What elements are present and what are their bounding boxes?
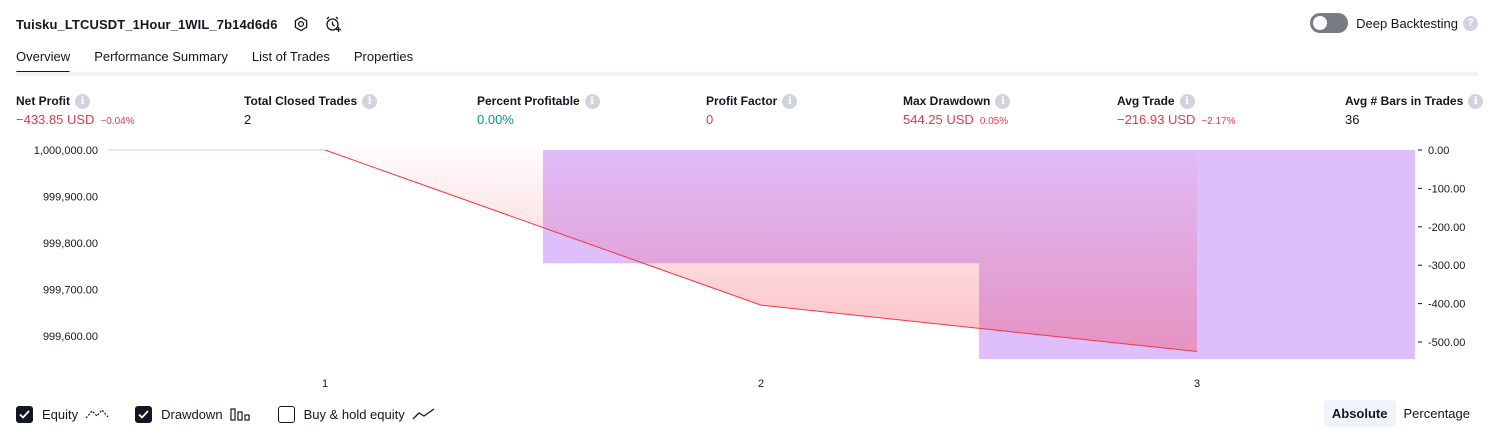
x-axis-tick-label: 2 — [758, 378, 764, 390]
legend-equity[interactable]: Equity — [16, 405, 109, 423]
x-axis-tick-label: 3 — [1194, 378, 1200, 390]
right-axis-tick-label: -300.00 — [1428, 260, 1465, 272]
drawdown-checkbox[interactable] — [135, 405, 153, 423]
info-icon[interactable]: i — [584, 93, 600, 109]
drawdown-bars-icon — [229, 407, 252, 421]
drawdown-bar — [1197, 150, 1415, 359]
tabs-divider — [16, 72, 1478, 76]
x-axis-tick-label: 1 — [322, 378, 328, 390]
metric-avg-bars-in-trades: Avg # Bars in Trades i 36 — [1345, 93, 1484, 127]
tab-overview[interactable]: Overview — [16, 46, 71, 74]
metric-label: Avg # Bars in Trades — [1345, 94, 1464, 108]
right-axis-tick-label: -400.00 — [1428, 299, 1465, 311]
info-icon[interactable]: i — [1468, 93, 1484, 109]
equity-line — [324, 149, 1198, 352]
tab-list-of-trades[interactable]: List of Trades — [251, 49, 330, 64]
tab-performance-summary[interactable]: Performance Summary — [94, 49, 228, 64]
equity-drawdown-chart[interactable]: 1,000,000.00 999,900.00 999,800.00 999,700.… — [0, 140, 1494, 395]
metric-percent: 0.05% — [979, 116, 1009, 127]
metric-label: Avg Trade — [1117, 94, 1175, 108]
left-axis-tick-label: 999,800.00 — [43, 238, 98, 250]
metric-net-profit: Net Profit i −433.85 USD −0.04% — [16, 93, 135, 127]
mode-percentage[interactable]: Percentage — [1403, 406, 1471, 421]
legend-label: Equity — [42, 406, 79, 422]
metric-max-drawdown: Max Drawdown i 544.25 USD 0.05% — [903, 93, 1011, 127]
metric-value: 36 — [1345, 112, 1360, 127]
buy-hold-checkbox[interactable] — [277, 405, 295, 423]
info-icon[interactable]: i — [75, 93, 90, 109]
right-axis-tick-label: 0.00 — [1428, 145, 1449, 157]
metric-label: Total Closed Trades — [244, 94, 358, 108]
metric-value: 544.25 USD — [903, 112, 974, 127]
metric-value: −433.85 USD — [16, 112, 95, 127]
metric-avg-trade: Avg Trade i −216.93 USD −2.17% — [1117, 93, 1236, 127]
right-axis-tick-label: -500.00 — [1428, 337, 1465, 349]
info-icon[interactable]: i — [1179, 93, 1195, 109]
legend-label: Buy & hold equity — [303, 406, 405, 422]
equity-area — [325, 150, 1197, 352]
legend-buy-hold[interactable]: Buy & hold equity — [277, 405, 436, 423]
equity-line-icon — [85, 407, 109, 421]
metric-label: Max Drawdown — [903, 94, 991, 108]
buy-hold-line-icon — [412, 407, 436, 421]
deep-backtesting-toggle[interactable] — [1310, 13, 1349, 33]
info-icon[interactable]: i — [995, 93, 1011, 109]
left-axis-tick-label: 999,700.00 — [43, 284, 98, 296]
mode-absolute[interactable]: Absolute — [1323, 400, 1396, 427]
metric-percent: −0.04% — [100, 116, 135, 127]
metric-percent-profitable: Percent Profitable i 0.00% — [477, 93, 600, 127]
deep-backtesting-label: Deep Backtesting — [1356, 15, 1458, 31]
metric-label: Net Profit — [16, 94, 70, 108]
metric-label: Percent Profitable — [477, 94, 580, 108]
metric-value: −216.93 USD — [1117, 112, 1196, 127]
left-axis-tick-label: 1,000,000.00 — [34, 145, 98, 157]
info-icon[interactable]: i — [362, 93, 378, 109]
deep-backtesting-control: Deep Backtesting ? — [1310, 13, 1478, 33]
metric-total-closed-trades: Total Closed Trades i 2 — [244, 93, 378, 127]
right-axis-tick-label: -200.00 — [1428, 222, 1465, 234]
metric-value: 2 — [244, 112, 252, 127]
help-icon[interactable]: ? — [1463, 15, 1478, 31]
metric-profit-factor: Profit Factor i 0 — [706, 93, 798, 127]
metric-percent: −2.17% — [1201, 116, 1236, 127]
metric-value: 0.00% — [477, 112, 514, 127]
add-alert-icon[interactable] — [322, 13, 344, 35]
tab-properties[interactable]: Properties — [353, 49, 414, 64]
settings-icon[interactable] — [290, 13, 312, 35]
strategy-title: Tuisku_LTCUSDT_1Hour_1WIL_7b14d6d6 — [16, 16, 278, 32]
legend-label: Drawdown — [161, 406, 223, 422]
info-icon[interactable]: i — [782, 93, 798, 109]
report-header: Tuisku_LTCUSDT_1Hour_1WIL_7b14d6d6 — [16, 12, 344, 36]
chart-legend: Equity Drawdown Buy & hold equity — [16, 404, 462, 424]
metric-label: Profit Factor — [706, 94, 778, 108]
scale-mode-switch: Absolute Percentage — [1323, 400, 1478, 427]
left-axis-tick-label: 999,900.00 — [43, 191, 98, 203]
left-axis-tick-label: 999,600.00 — [43, 331, 98, 343]
report-tabs: Overview Performance Summary List of Tra… — [16, 46, 437, 74]
equity-checkbox[interactable] — [16, 405, 33, 423]
legend-drawdown[interactable]: Drawdown — [135, 405, 252, 423]
right-axis-tick-label: -100.00 — [1428, 183, 1465, 195]
metric-value: 0 — [706, 112, 714, 127]
